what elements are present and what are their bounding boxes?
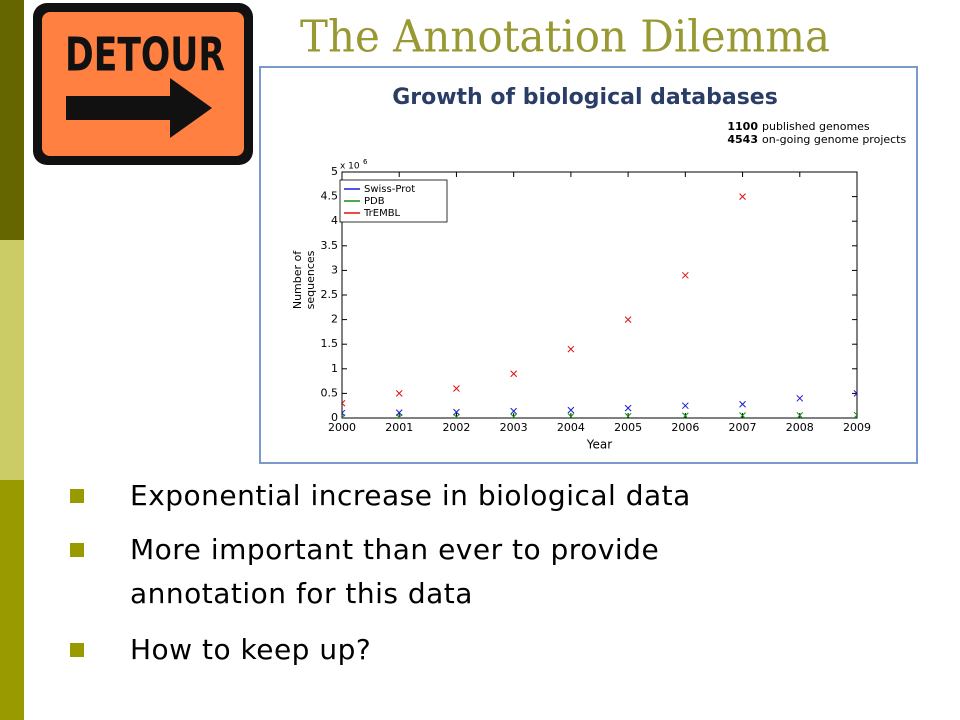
side-bar (0, 0, 24, 240)
series-marker (681, 402, 689, 410)
x-tick-label: 2004 (557, 421, 585, 434)
annotation-text: on-going genome projects (762, 133, 906, 146)
bullet-text: How to keep up? (130, 633, 372, 666)
legend-label: PDB (364, 196, 385, 207)
series-marker (510, 370, 518, 378)
x-tick-label: 2007 (729, 421, 757, 434)
series-marker (567, 413, 575, 418)
x-tick-label: 2005 (614, 421, 642, 434)
y-tick-label: 4.5 (321, 190, 339, 203)
x-axis-label: Year (586, 438, 612, 452)
series-marker (342, 399, 346, 407)
y-axis-label: Number of (291, 250, 304, 309)
plot-marks (342, 193, 857, 418)
series-marker (395, 413, 403, 418)
bullet-marker (70, 489, 84, 503)
x-tick-label: 2008 (786, 421, 814, 434)
series-marker (624, 404, 632, 412)
bullet-text: annotation for this data (130, 577, 473, 610)
series-marker (453, 408, 460, 416)
series-marker (510, 413, 518, 418)
series-marker (624, 316, 632, 323)
y-tick-label: 2 (331, 313, 338, 326)
legend-label: Swiss-Prot (364, 184, 415, 195)
series-marker (796, 394, 804, 402)
series-marker (453, 413, 460, 418)
annotation-number: 1100 (727, 120, 758, 133)
y-axis-label: sequences (304, 250, 317, 309)
y-tick-label: 0 (331, 411, 338, 424)
y-tick-label: 3.5 (321, 239, 339, 252)
y-tick-label: 2.5 (321, 288, 339, 301)
series-marker (567, 345, 575, 353)
x-tick-label: 2002 (442, 421, 470, 434)
series-marker (681, 271, 689, 279)
series-marker (853, 390, 857, 397)
sign-text: DETOUR (65, 28, 225, 82)
slide-title: The Annotation Dilemma (300, 12, 830, 63)
series-marker (510, 407, 518, 415)
series-marker (567, 406, 575, 414)
y-tick-label: 4 (331, 214, 338, 227)
chart-title: Growth of biological databases (392, 85, 778, 110)
y-multiplier-exponent: 6 (363, 158, 368, 166)
side-bar (0, 240, 24, 480)
series-marker (739, 412, 746, 418)
bullet-marker (70, 643, 84, 657)
series-marker (342, 414, 346, 418)
x-tick-label: 2006 (671, 421, 699, 434)
y-tick-label: 0.5 (321, 386, 339, 399)
x-tick-label: 2009 (843, 421, 871, 434)
legend-label: TrEMBL (363, 208, 401, 219)
y-multiplier: x 10 (340, 162, 360, 172)
x-tick-label: 2001 (385, 421, 413, 434)
series-marker (796, 411, 804, 418)
detour-arrow (66, 78, 212, 138)
y-tick-label: 1.5 (321, 337, 339, 350)
side-bar (0, 480, 24, 720)
y-tick-label: 1 (331, 362, 338, 375)
bullet-text: More important than ever to provide (130, 533, 660, 566)
series-marker (853, 411, 857, 418)
y-tick-label: 3 (331, 263, 338, 276)
x-tick-label: 2003 (500, 421, 528, 434)
annotation-number: 4543 (727, 133, 758, 146)
bullet-marker (70, 543, 84, 557)
series-marker (681, 412, 689, 418)
series-marker (739, 193, 746, 200)
series-marker (453, 385, 460, 392)
bullet-text: Exponential increase in biological data (130, 479, 691, 512)
y-tick-label: 5 (331, 165, 338, 178)
series-marker (739, 400, 746, 408)
series-marker (624, 412, 632, 418)
x-tick-label: 2000 (328, 421, 356, 434)
series-marker (395, 390, 403, 397)
annotation-text: published genomes (762, 120, 870, 133)
